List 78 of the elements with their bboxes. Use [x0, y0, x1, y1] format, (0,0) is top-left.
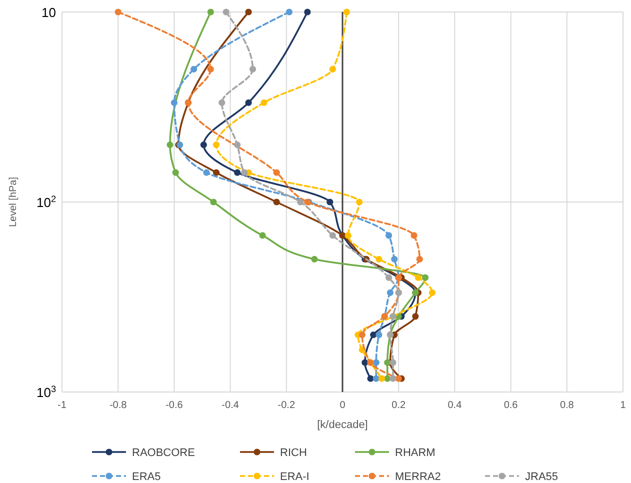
point [234, 169, 241, 176]
point [376, 332, 382, 338]
point [326, 198, 334, 206]
point [245, 8, 252, 16]
point [412, 313, 419, 320]
legend-label: RICH [280, 447, 307, 459]
point [391, 256, 398, 262]
point [311, 256, 318, 262]
legend-label: JRA55 [525, 471, 558, 483]
point [378, 375, 386, 382]
x-tick-label: 0 [340, 400, 346, 411]
point [304, 8, 311, 16]
point [410, 232, 418, 239]
point [329, 232, 336, 239]
x-tick-label: 0.2 [392, 400, 406, 411]
point [395, 375, 402, 382]
x-tick-label: 0.6 [504, 400, 518, 411]
legend-label: ERA-I [280, 471, 310, 483]
point [245, 99, 252, 106]
point [386, 289, 394, 296]
point [114, 8, 122, 16]
point [286, 8, 293, 16]
point [260, 99, 268, 106]
point [249, 66, 256, 72]
point [212, 142, 220, 148]
x-tick-label: 1 [620, 400, 626, 411]
x-tick-label: -0.4 [222, 400, 240, 411]
point [203, 169, 210, 176]
point [212, 169, 220, 176]
legend-label: MERRA2 [395, 471, 441, 483]
point [170, 99, 178, 106]
point [241, 169, 248, 176]
x-tick-label: -0.6 [166, 400, 184, 411]
point [210, 198, 217, 206]
point [358, 332, 366, 338]
x-tick-label: -1 [58, 400, 67, 411]
point [190, 66, 198, 72]
point [172, 169, 179, 176]
legend-label: ERA5 [132, 471, 161, 483]
point [370, 332, 377, 338]
x-tick-label: 0.8 [560, 400, 574, 411]
point [416, 256, 423, 262]
x-axis-title: [k/decade] [317, 419, 368, 431]
y-axis-title: Level [hPa] [8, 176, 19, 228]
y-tick-label: 10$^{2}$ [36, 194, 56, 210]
point [385, 232, 392, 239]
point [234, 142, 241, 148]
point [367, 375, 374, 382]
point [372, 375, 380, 382]
point [344, 232, 352, 239]
point [428, 289, 436, 296]
point [422, 274, 429, 281]
point [390, 375, 396, 382]
point [362, 359, 368, 366]
point [414, 274, 422, 281]
y-tick-label: 10 [42, 5, 56, 20]
x-tick-label: -0.8 [109, 400, 128, 411]
point [329, 66, 336, 72]
point [376, 256, 382, 262]
point [343, 8, 350, 16]
point [207, 66, 214, 72]
y-tick-label: 10$^{3}$ [36, 384, 56, 400]
x-tick-label: 0.4 [448, 400, 462, 411]
point [218, 99, 226, 106]
point [273, 198, 280, 206]
point [273, 169, 280, 176]
point [297, 198, 304, 206]
point [222, 8, 230, 16]
point [207, 8, 214, 16]
point [259, 232, 266, 239]
point [166, 142, 174, 148]
point [372, 359, 380, 366]
legend-label: RAOBCORE [132, 447, 195, 459]
legend-label: RHARM [395, 447, 436, 459]
point [200, 142, 207, 148]
point [385, 274, 392, 281]
x-tick-label: -0.2 [278, 400, 296, 411]
point [356, 198, 363, 206]
